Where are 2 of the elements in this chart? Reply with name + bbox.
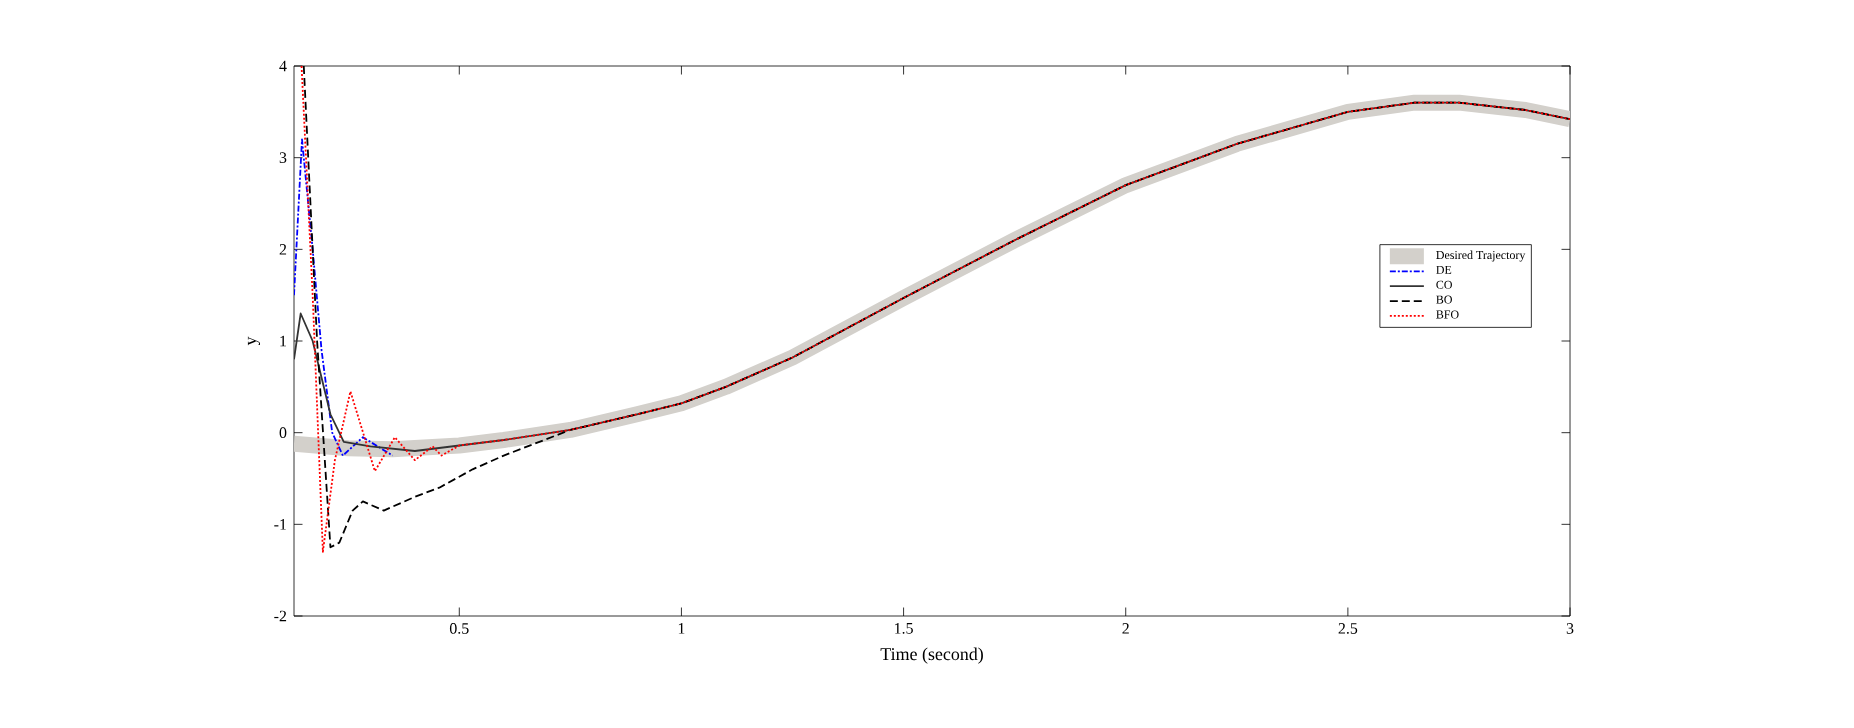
y-axis-title: y — [247, 336, 261, 346]
x-axis-title: Time (second) — [880, 647, 983, 664]
